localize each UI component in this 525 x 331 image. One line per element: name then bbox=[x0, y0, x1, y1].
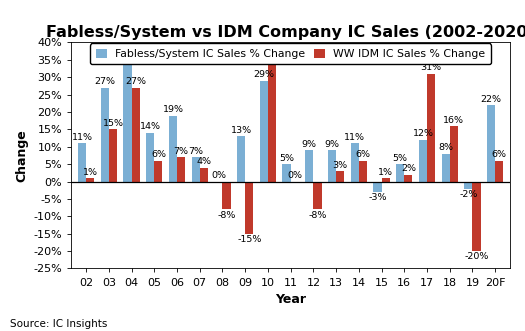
Text: 22%: 22% bbox=[480, 95, 501, 104]
Text: 9%: 9% bbox=[302, 140, 317, 149]
Bar bbox=[282, 164, 291, 182]
Bar bbox=[404, 175, 413, 182]
Bar bbox=[109, 129, 117, 182]
Text: -20%: -20% bbox=[465, 253, 489, 261]
Bar bbox=[223, 182, 230, 210]
Bar bbox=[169, 116, 177, 182]
Bar bbox=[442, 154, 450, 182]
Bar bbox=[237, 136, 245, 182]
Text: 12%: 12% bbox=[413, 129, 434, 138]
Text: 19%: 19% bbox=[162, 105, 183, 114]
Text: 11%: 11% bbox=[71, 133, 92, 142]
Text: 16%: 16% bbox=[443, 116, 464, 124]
Text: -8%: -8% bbox=[308, 211, 327, 220]
Text: 2%: 2% bbox=[401, 164, 416, 173]
Text: -2%: -2% bbox=[459, 190, 478, 199]
Bar bbox=[351, 143, 359, 182]
Bar bbox=[305, 150, 313, 182]
Bar bbox=[328, 150, 336, 182]
Bar bbox=[78, 143, 86, 182]
Text: 6%: 6% bbox=[355, 150, 371, 159]
Bar bbox=[192, 157, 200, 182]
Text: 27%: 27% bbox=[94, 77, 116, 86]
Bar bbox=[86, 178, 94, 182]
Text: 8%: 8% bbox=[438, 143, 453, 152]
Bar bbox=[427, 74, 435, 182]
Bar bbox=[336, 171, 344, 182]
Text: -8%: -8% bbox=[217, 211, 236, 220]
Bar bbox=[359, 161, 367, 182]
Text: 1%: 1% bbox=[83, 168, 98, 177]
Bar bbox=[450, 126, 458, 182]
Text: 6%: 6% bbox=[492, 150, 507, 159]
Text: -3%: -3% bbox=[368, 193, 387, 202]
Text: 5%: 5% bbox=[279, 154, 294, 163]
Text: 27%: 27% bbox=[125, 77, 146, 86]
Text: 3%: 3% bbox=[333, 161, 348, 170]
Text: 35%: 35% bbox=[261, 49, 282, 59]
Text: 31%: 31% bbox=[421, 64, 442, 72]
Bar bbox=[495, 161, 503, 182]
Text: 13%: 13% bbox=[230, 126, 251, 135]
Text: 1%: 1% bbox=[378, 168, 393, 177]
Text: 0%: 0% bbox=[211, 171, 226, 180]
Bar bbox=[472, 182, 481, 251]
Text: 29%: 29% bbox=[254, 71, 275, 79]
Text: Source: IC Insights: Source: IC Insights bbox=[10, 319, 108, 329]
Bar bbox=[268, 60, 276, 182]
Text: 34%: 34% bbox=[117, 53, 138, 62]
Bar bbox=[132, 88, 140, 182]
Bar bbox=[177, 157, 185, 182]
Bar bbox=[419, 140, 427, 182]
Bar bbox=[200, 168, 208, 182]
Text: 4%: 4% bbox=[196, 157, 212, 166]
Bar bbox=[396, 164, 404, 182]
Bar bbox=[373, 182, 382, 192]
Bar bbox=[382, 178, 390, 182]
Bar bbox=[464, 182, 473, 189]
Text: 7%: 7% bbox=[188, 147, 203, 156]
Text: 9%: 9% bbox=[324, 140, 340, 149]
Text: 15%: 15% bbox=[102, 119, 123, 128]
Text: 11%: 11% bbox=[344, 133, 365, 142]
Bar bbox=[101, 88, 109, 182]
Text: 0%: 0% bbox=[287, 171, 302, 180]
Text: -15%: -15% bbox=[237, 235, 261, 244]
Title: Fabless/System vs IDM Company IC Sales (2002-2020): Fabless/System vs IDM Company IC Sales (… bbox=[46, 25, 525, 40]
Bar bbox=[146, 133, 154, 182]
Text: 14%: 14% bbox=[140, 122, 161, 131]
Text: 5%: 5% bbox=[393, 154, 408, 163]
Y-axis label: Change: Change bbox=[15, 129, 28, 182]
Legend: Fabless/System IC Sales % Change, WW IDM IC Sales % Change: Fabless/System IC Sales % Change, WW IDM… bbox=[90, 43, 491, 65]
Bar bbox=[123, 63, 132, 182]
Bar bbox=[487, 105, 495, 182]
Bar bbox=[260, 81, 268, 182]
Bar bbox=[245, 182, 254, 234]
Bar bbox=[313, 182, 322, 210]
X-axis label: Year: Year bbox=[275, 293, 306, 306]
Text: 6%: 6% bbox=[151, 150, 166, 159]
Text: 7%: 7% bbox=[174, 147, 188, 156]
Bar bbox=[154, 161, 162, 182]
